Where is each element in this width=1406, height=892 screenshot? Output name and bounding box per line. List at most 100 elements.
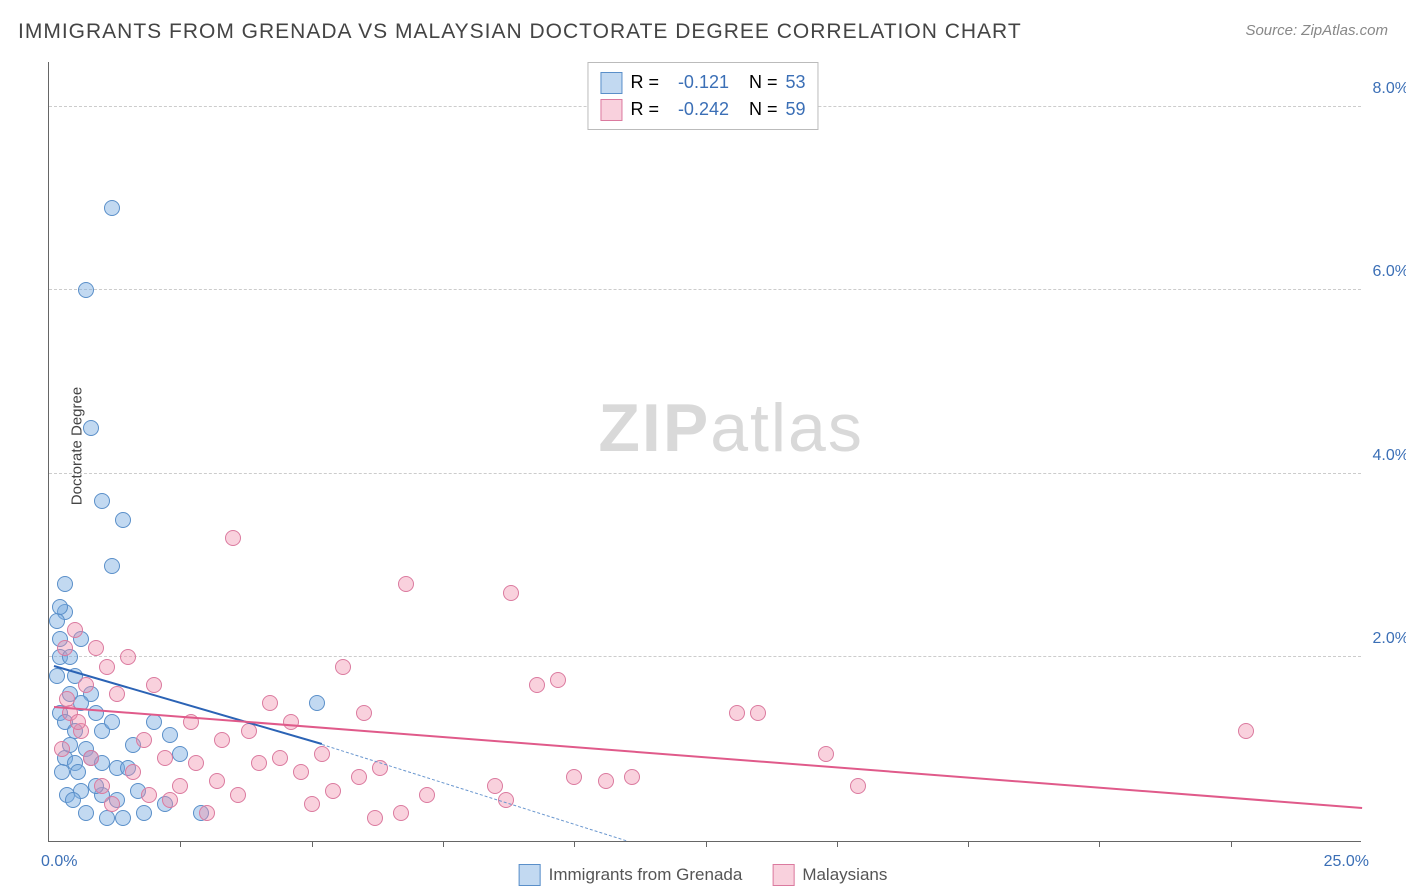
source-label: Source: ZipAtlas.com xyxy=(1245,22,1388,39)
data-point xyxy=(157,750,173,766)
data-point xyxy=(225,530,241,546)
data-point xyxy=(487,778,503,794)
series-legend: Immigrants from Grenada Malaysians xyxy=(519,864,888,886)
legend-row-malaysians: R = -0.242 N = 59 xyxy=(600,96,805,123)
data-point xyxy=(283,714,299,730)
data-point xyxy=(304,796,320,812)
data-point xyxy=(54,741,70,757)
data-point xyxy=(104,558,120,574)
n-value: 53 xyxy=(786,69,806,96)
data-point xyxy=(120,649,136,665)
legend-item: Immigrants from Grenada xyxy=(519,864,743,886)
data-point xyxy=(88,705,104,721)
data-point xyxy=(136,732,152,748)
x-tick xyxy=(706,841,707,847)
trend-line xyxy=(54,706,1362,809)
x-tick xyxy=(1231,841,1232,847)
data-point xyxy=(214,732,230,748)
data-point xyxy=(850,778,866,794)
data-point xyxy=(83,750,99,766)
data-point xyxy=(83,420,99,436)
data-point xyxy=(162,792,178,808)
legend-row-grenada: R = -0.121 N = 53 xyxy=(600,69,805,96)
x-tick xyxy=(312,841,313,847)
x-tick xyxy=(968,841,969,847)
data-point xyxy=(88,640,104,656)
data-point xyxy=(262,695,278,711)
data-point xyxy=(59,691,75,707)
data-point xyxy=(115,512,131,528)
data-point xyxy=(230,787,246,803)
data-point xyxy=(125,764,141,780)
x-tick xyxy=(574,841,575,847)
r-label: R = xyxy=(630,96,659,123)
data-point xyxy=(162,727,178,743)
data-point xyxy=(818,746,834,762)
swatch-icon xyxy=(600,72,622,94)
data-point xyxy=(136,805,152,821)
data-point xyxy=(209,773,225,789)
data-point xyxy=(94,778,110,794)
data-point xyxy=(70,714,86,730)
data-point xyxy=(104,796,120,812)
chart-title: IMMIGRANTS FROM GRENADA VS MALAYSIAN DOC… xyxy=(18,20,1022,44)
y-tick-label: 2.0% xyxy=(1365,630,1406,648)
data-point xyxy=(70,764,86,780)
x-axis-end: 25.0% xyxy=(1324,853,1369,871)
data-point xyxy=(367,810,383,826)
data-point xyxy=(309,695,325,711)
x-tick xyxy=(1099,841,1100,847)
data-point xyxy=(251,755,267,771)
data-point xyxy=(314,746,330,762)
data-point xyxy=(729,705,745,721)
data-point xyxy=(293,764,309,780)
data-point xyxy=(325,783,341,799)
data-point xyxy=(65,792,81,808)
data-point xyxy=(104,200,120,216)
data-point xyxy=(78,282,94,298)
gridline xyxy=(49,656,1361,657)
n-label: N = xyxy=(749,69,778,96)
data-point xyxy=(272,750,288,766)
data-point xyxy=(115,810,131,826)
x-axis-origin: 0.0% xyxy=(41,853,77,871)
data-point xyxy=(550,672,566,688)
data-point xyxy=(624,769,640,785)
data-point xyxy=(503,585,519,601)
swatch-icon xyxy=(519,864,541,886)
data-point xyxy=(57,576,73,592)
data-point xyxy=(356,705,372,721)
data-point xyxy=(141,787,157,803)
data-point xyxy=(598,773,614,789)
y-tick-label: 8.0% xyxy=(1365,80,1406,98)
data-point xyxy=(78,805,94,821)
x-tick xyxy=(443,841,444,847)
swatch-icon xyxy=(600,99,622,121)
y-tick-label: 4.0% xyxy=(1365,447,1406,465)
data-point xyxy=(398,576,414,592)
data-point xyxy=(78,677,94,693)
data-point xyxy=(99,810,115,826)
data-point xyxy=(199,805,215,821)
data-point xyxy=(351,769,367,785)
scatter-plot-area: 0.0% 25.0% 2.0%4.0%6.0%8.0% xyxy=(48,62,1361,842)
data-point xyxy=(99,659,115,675)
data-point xyxy=(49,613,65,629)
trend-line-extrapolated xyxy=(322,744,627,841)
r-value: -0.121 xyxy=(667,69,729,96)
y-tick-label: 6.0% xyxy=(1365,263,1406,281)
data-point xyxy=(104,714,120,730)
data-point xyxy=(52,599,68,615)
data-point xyxy=(750,705,766,721)
legend-label: Immigrants from Grenada xyxy=(549,865,743,885)
data-point xyxy=(94,493,110,509)
data-point xyxy=(335,659,351,675)
data-point xyxy=(419,787,435,803)
data-point xyxy=(188,755,204,771)
x-tick xyxy=(180,841,181,847)
data-point xyxy=(49,668,65,684)
gridline xyxy=(49,289,1361,290)
r-label: R = xyxy=(630,69,659,96)
data-point xyxy=(172,778,188,794)
correlation-legend: R = -0.121 N = 53 R = -0.242 N = 59 xyxy=(587,62,818,130)
